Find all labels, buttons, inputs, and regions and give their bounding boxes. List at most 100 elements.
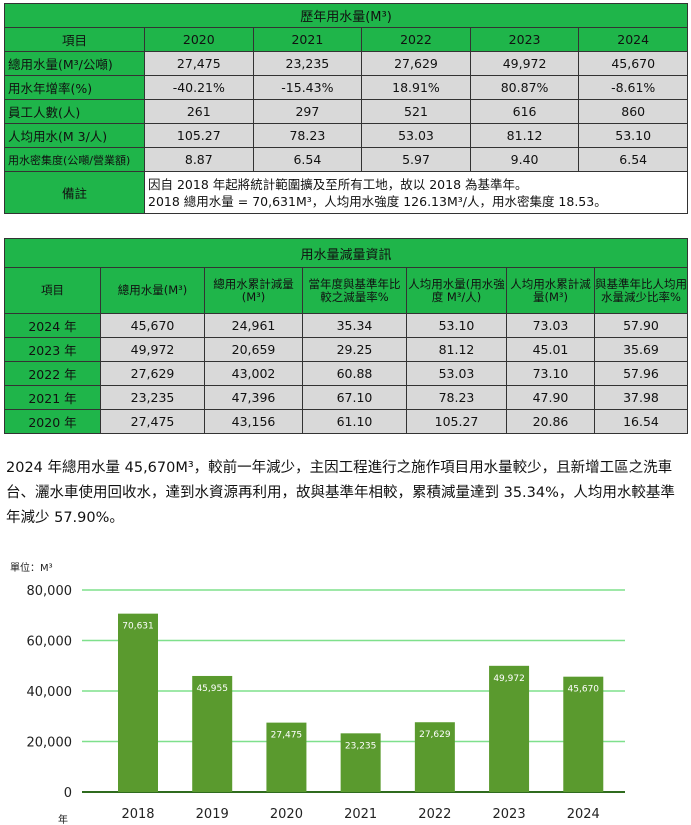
table-cell: 8.87 bbox=[144, 147, 254, 172]
table-cell: 521 bbox=[361, 99, 471, 124]
table-cell: 43,002 bbox=[204, 361, 303, 386]
table-row: 用水密集度(公噸/營業額) 8.87 6.54 5.97 9.40 6.54 bbox=[4, 147, 688, 172]
row-label: 2022 年 bbox=[4, 361, 101, 386]
row-label: 2023 年 bbox=[4, 337, 101, 362]
header-cell: 2021 bbox=[252, 27, 363, 52]
x-tick-label: 2018 bbox=[121, 807, 154, 822]
table-cell: 616 bbox=[469, 99, 580, 124]
table-cell: 35.69 bbox=[594, 337, 688, 362]
row-label: 2020 年 bbox=[4, 409, 101, 434]
y-tick-label: 60,000 bbox=[27, 635, 73, 650]
header-cell: 總用水量(M³) bbox=[100, 267, 205, 314]
chart-bars: 70,631 45,955 27,475 23,235 27,629 49,972 45,6… bbox=[118, 613, 604, 792]
bar-data-label: 45,955 bbox=[196, 684, 228, 694]
x-axis-label: 年 bbox=[58, 813, 68, 825]
row-label: 2021 年 bbox=[4, 385, 101, 410]
bar bbox=[340, 733, 381, 792]
table-cell: 105.27 bbox=[144, 123, 254, 148]
bar-data-label: 27,629 bbox=[419, 730, 451, 740]
row-label: 用水密集度(公噸/營業額) bbox=[4, 147, 145, 172]
header-cell: 當年度與基準年比較之減量率% bbox=[302, 267, 407, 314]
table-row: 2023 年 49,972 20,659 29.25 81.12 45.01 3… bbox=[4, 337, 688, 362]
table-row: 總用水量(M³/公噸) 27,475 23,235 27,629 49,972 … bbox=[4, 51, 688, 76]
table-cell: 20.86 bbox=[506, 409, 595, 434]
y-tick-label: 20,000 bbox=[27, 736, 73, 751]
x-tick-label: 2019 bbox=[196, 807, 229, 822]
table-row: 2024 年 45,670 24,961 35.34 53.10 73.03 5… bbox=[4, 313, 688, 338]
header-cell: 總用水累計減量(M³) bbox=[204, 267, 303, 314]
table-cell: 27,475 bbox=[144, 51, 254, 76]
row-label: 總用水量(M³/公噸) bbox=[4, 51, 145, 76]
table-cell: 81.12 bbox=[406, 337, 507, 362]
table-header-row: 項目 2020 2021 2022 2023 2024 bbox=[4, 27, 688, 52]
bar-data-label: 49,972 bbox=[493, 674, 525, 684]
header-cell: 項目 bbox=[4, 27, 145, 52]
table-cell: 18.91% bbox=[361, 75, 471, 100]
table-row: 2022 年 27,629 43,002 60.88 53.03 73.10 5… bbox=[4, 361, 688, 386]
row-label: 2024 年 bbox=[4, 313, 101, 338]
table-cell: 261 bbox=[144, 99, 254, 124]
header-cell: 與基準年比人均用水量減少比率% bbox=[594, 267, 688, 314]
table-cell: 23,235 bbox=[252, 51, 363, 76]
table-cell: 53.10 bbox=[406, 313, 507, 338]
table-cell: 78.23 bbox=[406, 385, 507, 410]
header-cell: 2020 bbox=[144, 27, 254, 52]
row-label: 用水年增率(%) bbox=[4, 75, 145, 100]
table-cell: 47,396 bbox=[204, 385, 303, 410]
table-title: 歷年用水量(M³) bbox=[4, 3, 688, 28]
table-header-row: 項目 總用水量(M³) 總用水累計減量(M³) 當年度與基準年比較之減量率% 人… bbox=[4, 267, 688, 314]
table-cell: 6.54 bbox=[578, 147, 688, 172]
note-text: 因自 2018 年起將統計範圍擴及至所有工地，故以 2018 為基準年。 201… bbox=[144, 171, 688, 214]
x-tick-label: 2023 bbox=[493, 807, 526, 822]
table-cell: 24,961 bbox=[204, 313, 303, 338]
x-axis-ticks: 2018 2019 2020 2021 2022 2023 2024 bbox=[121, 807, 599, 822]
bar-data-label: 23,235 bbox=[345, 741, 377, 751]
table-row: 員工人數(人) 261 297 521 616 860 bbox=[4, 99, 688, 124]
table-cell: 57.96 bbox=[594, 361, 688, 386]
row-label: 員工人數(人) bbox=[4, 99, 145, 124]
water-reduction-table: 用水量減量資訊 項目 總用水量(M³) 總用水累計減量(M³) 當年度與基準年比… bbox=[4, 238, 688, 434]
note-line: 因自 2018 年起將統計範圍擴及至所有工地，故以 2018 為基準年。 bbox=[148, 176, 528, 192]
table-cell: 5.97 bbox=[361, 147, 471, 172]
table-cell: 60.88 bbox=[302, 361, 407, 386]
annual-water-table: 歷年用水量(M³) 項目 2020 2021 2022 2023 2024 總用… bbox=[4, 3, 688, 214]
table-cell: 27,629 bbox=[361, 51, 471, 76]
table-cell: 73.10 bbox=[506, 361, 595, 386]
table-cell: 49,972 bbox=[100, 337, 205, 362]
x-tick-label: 2024 bbox=[567, 807, 600, 822]
y-axis-ticks: 0 20,000 40,000 60,000 80,000 bbox=[27, 584, 73, 801]
table-title: 用水量減量資訊 bbox=[4, 238, 688, 268]
header-cell: 人均用水累計減量(M³) bbox=[506, 267, 595, 314]
table-cell: 67.10 bbox=[302, 385, 407, 410]
table-cell: 81.12 bbox=[469, 123, 580, 148]
table-cell: 78.23 bbox=[252, 123, 363, 148]
table-cell: 860 bbox=[578, 99, 688, 124]
header-cell: 項目 bbox=[4, 267, 101, 314]
x-tick-label: 2022 bbox=[418, 807, 451, 822]
table-cell: 49,972 bbox=[469, 51, 580, 76]
table-cell: 16.54 bbox=[594, 409, 688, 434]
bar-data-label: 70,631 bbox=[122, 622, 154, 632]
note-label: 備註 bbox=[4, 171, 145, 214]
note-row: 備註 因自 2018 年起將統計範圍擴及至所有工地，故以 2018 為基準年。 … bbox=[4, 171, 688, 214]
table-cell: 73.03 bbox=[506, 313, 595, 338]
header-cell: 2023 bbox=[469, 27, 580, 52]
water-usage-bar-chart: 單位：M³ 0 20,000 40,000 60,000 80,000 70,631 45… bbox=[10, 561, 625, 825]
table-cell: 35.34 bbox=[302, 313, 407, 338]
note-line: 2018 總用水量 = 70,631M³，人均用水強度 126.13M³/人，用… bbox=[148, 193, 607, 209]
table-cell: 53.03 bbox=[406, 361, 507, 386]
header-cell: 人均用水量(用水強度 M³/人) bbox=[406, 267, 507, 314]
y-tick-label: 80,000 bbox=[27, 584, 73, 599]
table-cell: 61.10 bbox=[302, 409, 407, 434]
table-cell: 45,670 bbox=[100, 313, 205, 338]
y-tick-label: 40,000 bbox=[27, 685, 73, 700]
table-cell: 27,629 bbox=[100, 361, 205, 386]
table-cell: 37.98 bbox=[594, 385, 688, 410]
table-cell: 53.03 bbox=[361, 123, 471, 148]
x-tick-label: 2020 bbox=[270, 807, 303, 822]
table-cell: -8.61% bbox=[578, 75, 688, 100]
table-cell: 20,659 bbox=[204, 337, 303, 362]
table-cell: 29.25 bbox=[302, 337, 407, 362]
bar bbox=[118, 613, 158, 792]
bar bbox=[414, 722, 455, 792]
